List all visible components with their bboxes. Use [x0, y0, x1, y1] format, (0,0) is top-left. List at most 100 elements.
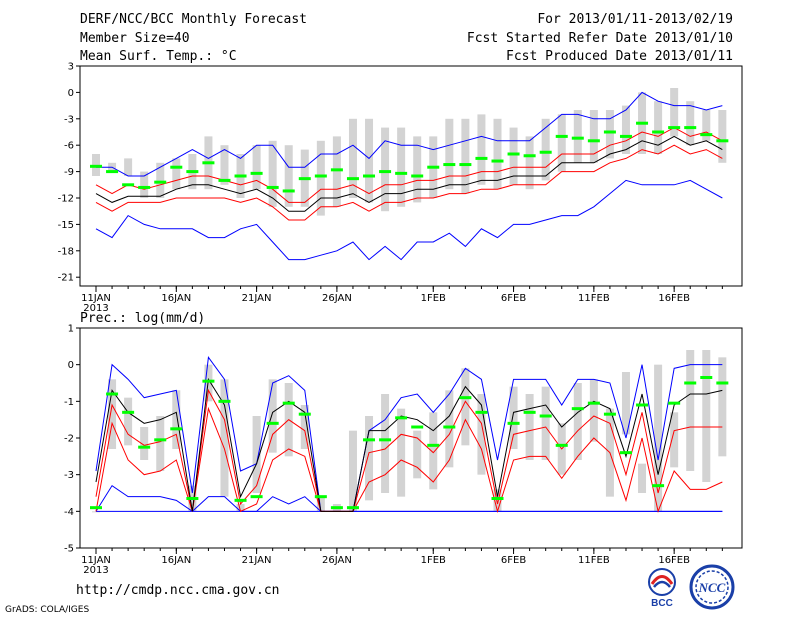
mean-marker	[106, 392, 119, 396]
spread-bar	[316, 496, 325, 512]
spread-bar	[654, 101, 663, 154]
spread-bar	[236, 504, 245, 512]
min-line	[95, 179, 723, 261]
mean-marker	[716, 139, 729, 143]
mean-marker	[314, 174, 327, 178]
ncc-logo-text: NCC	[698, 580, 726, 595]
mean-marker	[652, 484, 665, 488]
spread-bar	[557, 114, 566, 172]
spread-bar	[670, 412, 679, 468]
spread-bar	[156, 416, 165, 471]
mean-marker	[539, 150, 552, 154]
spread-bar	[509, 127, 518, 185]
mean-marker	[636, 403, 649, 407]
spread-bar	[509, 386, 518, 449]
x-tick-label: 11FEB	[578, 555, 610, 566]
mean-marker	[684, 126, 697, 130]
mean-marker	[379, 438, 392, 442]
mean-marker	[539, 414, 552, 418]
mean-marker	[603, 130, 616, 134]
spread-bar	[589, 110, 598, 163]
y-tick-label: -1	[64, 397, 74, 408]
spread-bar	[702, 350, 711, 482]
mean-marker	[330, 506, 343, 510]
y-tick-label: 1	[68, 324, 74, 335]
spread-bar	[268, 379, 277, 453]
spread-bar	[477, 114, 486, 185]
mean-marker	[266, 185, 279, 189]
source-url[interactable]: http://cmdp.ncc.cma.gov.cn	[76, 583, 280, 598]
spread-bar	[525, 136, 534, 190]
spread-bar	[638, 463, 647, 493]
spread-bar	[316, 140, 325, 216]
mean-marker	[330, 168, 343, 172]
spread-bar	[252, 416, 261, 493]
mean-marker	[250, 495, 263, 499]
mean-marker	[90, 506, 102, 510]
spread-bar	[445, 118, 454, 190]
bcc-logo-text: BCC	[651, 598, 673, 609]
spread-bar	[268, 140, 277, 207]
x-tick-label: 16FEB	[658, 293, 690, 304]
member-size: Member Size=40	[80, 31, 190, 46]
x-tick-label: 26JAN	[322, 293, 352, 304]
spread-bar	[220, 379, 229, 497]
x-tick-label: 26JAN	[322, 555, 352, 566]
spread-bar	[429, 412, 438, 490]
mean-marker	[395, 171, 408, 175]
y-tick-label: -2	[64, 434, 74, 445]
upper-band-line	[95, 388, 723, 512]
mean-marker	[363, 438, 376, 442]
median-line	[95, 135, 723, 212]
mean-marker	[507, 152, 520, 156]
spread-bar	[220, 145, 229, 185]
chart-title: DERF/NCC/BCC Monthly Forecast	[80, 12, 307, 27]
mean-marker	[603, 412, 616, 416]
mean-marker	[266, 421, 279, 425]
mean-marker	[346, 177, 359, 181]
y-tick-label: -18	[58, 246, 74, 257]
mean-marker	[138, 185, 151, 189]
variable-label: Mean Surf. Temp.: °C	[80, 49, 237, 64]
spread-bar	[718, 110, 727, 163]
spread-bar	[381, 127, 390, 212]
lower-band-line	[95, 406, 723, 514]
spread-bar	[252, 145, 261, 190]
grads-credit: GrADS: COLA/IGES	[5, 605, 90, 615]
lower-band-line	[95, 144, 723, 221]
spread-bar	[573, 110, 582, 163]
mean-marker	[700, 376, 713, 379]
spread-bar	[156, 162, 165, 198]
mean-marker	[186, 497, 199, 500]
forecast-produced-date: Fcst Produced Date 2013/01/11	[506, 49, 733, 64]
x-tick-label: 16JAN	[161, 555, 191, 566]
spread-bar	[300, 405, 309, 449]
mean-marker	[122, 183, 135, 187]
mean-marker	[106, 170, 119, 174]
x-tick-label: 11FEB	[578, 293, 610, 304]
spread-bar	[573, 383, 582, 460]
spread-bar	[686, 101, 695, 146]
plot-frame	[79, 65, 743, 287]
mean-marker	[170, 165, 183, 169]
mean-marker	[395, 416, 408, 420]
x-tick-label: 21JAN	[242, 555, 272, 566]
mean-marker	[234, 174, 247, 178]
x-tick-label: 21JAN	[242, 293, 272, 304]
mean-marker	[218, 399, 231, 403]
mean-marker	[700, 133, 713, 137]
mean-marker	[459, 163, 472, 167]
x-tick-label: 6FEB	[501, 293, 526, 304]
spread-bar	[140, 427, 149, 460]
spread-bar	[493, 118, 502, 190]
mean-marker	[523, 154, 536, 158]
spread-bar	[172, 390, 181, 449]
spread-bar	[477, 394, 486, 475]
mean-marker	[491, 497, 504, 500]
spread-bar	[348, 118, 357, 198]
mean-marker	[186, 170, 199, 174]
mean-marker	[491, 159, 504, 163]
mean-marker	[202, 161, 215, 165]
max-line	[95, 356, 723, 512]
spread-bar	[541, 118, 550, 181]
